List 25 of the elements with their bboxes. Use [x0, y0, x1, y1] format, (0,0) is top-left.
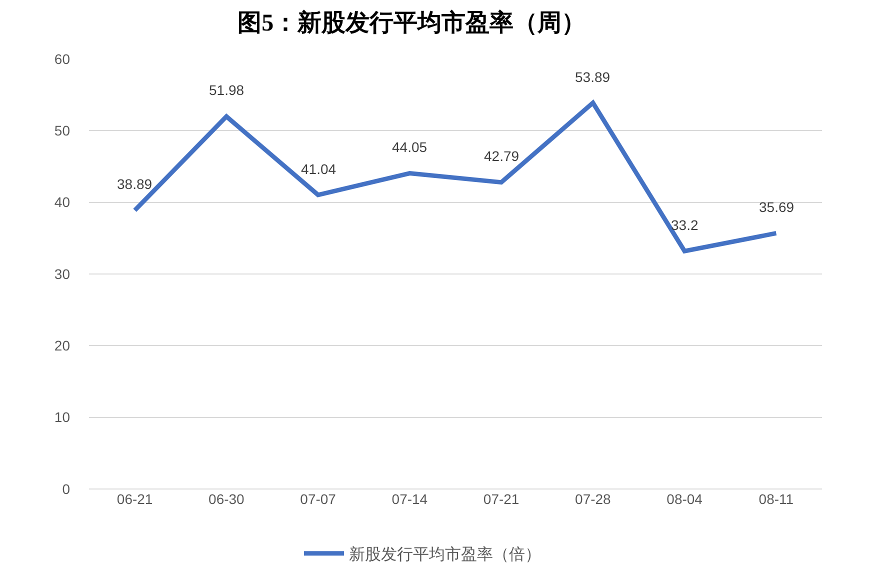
x-tick-label: 07-07 — [300, 491, 336, 507]
x-tick-label: 08-04 — [666, 491, 703, 507]
data-label: 35.69 — [759, 199, 794, 215]
data-label: 51.98 — [209, 82, 244, 98]
data-label: 33.2 — [671, 217, 698, 233]
x-tick-label: 06-30 — [208, 491, 245, 507]
x-tick-label: 06-21 — [116, 491, 153, 507]
x-tick-label: 07-28 — [575, 491, 612, 507]
y-tick-label: 60 — [54, 50, 70, 67]
legend-label: 新股发行平均市盈率（倍） — [349, 546, 542, 564]
y-tick-label: 40 — [54, 194, 70, 210]
data-label: 38.89 — [117, 176, 152, 192]
y-tick-label: 10 — [54, 409, 70, 426]
data-label: 42.79 — [484, 148, 520, 164]
y-tick-label: 50 — [54, 122, 70, 139]
data-label: 41.04 — [301, 161, 336, 177]
data-label: 53.89 — [575, 69, 610, 85]
chart-title: 图5：新股发行平均市盈率（周） — [238, 9, 586, 36]
y-tick-label: 0 — [62, 480, 70, 497]
x-tick-label: 07-14 — [392, 491, 428, 507]
data-label: 44.05 — [392, 139, 428, 155]
y-tick-label: 30 — [54, 266, 70, 282]
x-tick-label: 08-11 — [758, 491, 794, 507]
x-tick-label: 07-21 — [483, 491, 520, 507]
y-tick-label: 20 — [54, 338, 70, 354]
